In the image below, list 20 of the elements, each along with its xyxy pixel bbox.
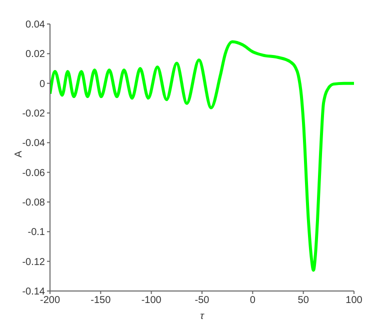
x-tick-label: -200: [40, 295, 60, 306]
line-series: [50, 40, 354, 272]
x-tick-label: 0: [250, 295, 256, 306]
y-tick-label: -0.12: [22, 256, 46, 268]
y-tick-label: -0.1: [28, 227, 46, 238]
x-tick-label: -50: [194, 295, 210, 306]
x-tick-label: -100: [141, 295, 162, 306]
x-tick-label: 100: [346, 295, 363, 306]
x-axis-title: τ: [200, 311, 206, 322]
y-axis-title: A: [14, 150, 25, 158]
y-tick-label: 0.04: [26, 20, 46, 31]
x-tick-label: 50: [298, 295, 310, 306]
y-tick-label: -0.08: [22, 198, 46, 209]
y-tick-label: -0.06: [22, 168, 46, 179]
y-tick-label: -0.14: [22, 286, 46, 298]
y-tick-label: 0.02: [26, 49, 46, 60]
x-tick-label: -150: [90, 295, 112, 306]
y-tick-label: -0.02: [22, 108, 46, 120]
y-tick-label: 0: [39, 78, 46, 90]
y-tick-label: -0.04: [22, 138, 46, 150]
